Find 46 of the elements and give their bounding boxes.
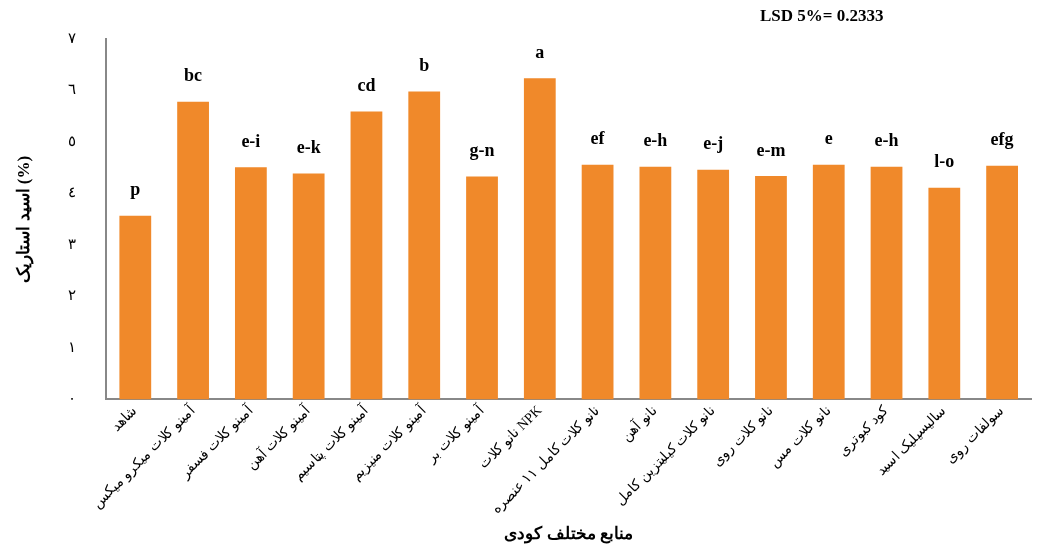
bar — [639, 166, 672, 400]
bar — [523, 78, 556, 400]
data-label: p — [130, 179, 141, 200]
bar — [928, 187, 961, 400]
y-axis-title: اسید استاریک (%) — [13, 155, 34, 283]
data-label: b — [419, 55, 430, 76]
bar — [466, 176, 498, 400]
data-label: a — [535, 41, 545, 62]
data-label: e-m — [756, 139, 786, 160]
x-axis-title: منابع مختلف کودی — [504, 524, 633, 545]
y-tick-label: ١ — [68, 338, 77, 355]
data-label: e-h — [874, 130, 899, 151]
bar — [119, 215, 152, 400]
bar — [755, 175, 787, 400]
bar — [350, 111, 383, 400]
bar — [408, 91, 441, 400]
data-label: e-h — [643, 130, 668, 151]
data-label: e — [824, 128, 833, 149]
bar — [986, 165, 1018, 400]
bar — [292, 173, 325, 400]
y-tick-label: ٣ — [68, 235, 77, 252]
data-label: e-k — [296, 137, 321, 158]
data-label: e-j — [703, 133, 724, 154]
y-tick-label: ٧ — [68, 29, 77, 46]
data-label: bc — [184, 65, 203, 86]
bar — [581, 164, 614, 400]
bar — [177, 101, 209, 400]
data-label: e-i — [241, 130, 261, 151]
bar — [697, 169, 730, 400]
y-tick-label: ٠ — [68, 390, 77, 407]
data-label: efg — [990, 129, 1014, 150]
data-label: g-n — [469, 140, 495, 161]
bar — [234, 167, 267, 400]
y-tick-label: ٦ — [68, 81, 77, 98]
data-label: l-o — [934, 151, 955, 172]
y-tick-label: ٢ — [68, 287, 77, 304]
x-tick-label: نانو آهن — [616, 401, 661, 446]
x-tick-label: کود کبوتری — [835, 402, 892, 460]
data-label: ef — [590, 128, 606, 149]
y-tick-label: ٤ — [68, 184, 77, 201]
data-label: cd — [357, 75, 376, 96]
text: LSD 5%= 0.2333 — [760, 6, 884, 26]
y-tick-label: ٥ — [68, 132, 77, 149]
bar — [812, 164, 845, 400]
x-tick-label: شاهد — [108, 402, 141, 435]
bar — [870, 166, 903, 400]
